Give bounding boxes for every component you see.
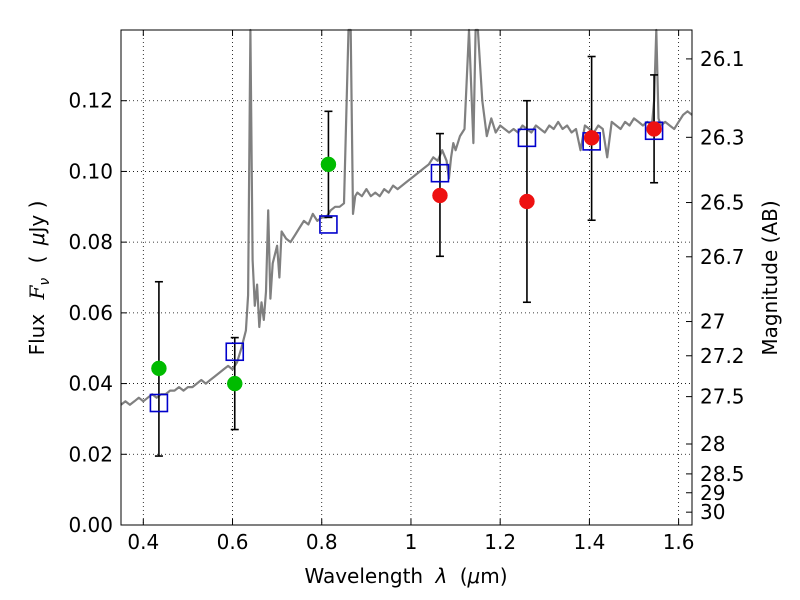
y-tick-label: 0.10: [68, 159, 113, 183]
model-square-marker: [430, 163, 450, 183]
spectrum-line: [120, 28, 693, 406]
model-square-marker: [225, 342, 245, 362]
y-axis-label-text: Flux: [25, 314, 49, 356]
photometry-circle-marker: [646, 121, 662, 137]
spectrum-layer: [120, 28, 693, 406]
y-tick-label: 0.08: [68, 230, 113, 254]
y2-tick-label: 28.5: [700, 462, 745, 486]
y-axis-label: Flux Fν ( μJy ): [25, 201, 54, 356]
y2-tick-label: 28: [700, 432, 725, 456]
x-tick-label: 1.2: [484, 530, 516, 554]
plot-frame: [120, 29, 693, 526]
y2-tick-label: 29: [700, 481, 725, 505]
model-square-marker: [517, 128, 537, 148]
x-axis-label-unit-open: (: [460, 564, 468, 588]
x-tick-label: 0.8: [306, 530, 338, 554]
grid-layer: [121, 30, 692, 525]
tick-layer: 0.4 0.6 0.8 1 1.2 1.4 1.6 0.00 0.02 0.04 0.06 0.08 0…: [68, 30, 745, 554]
x-tick-label: 0.4: [127, 530, 159, 554]
x-axis-label: Wavelength λ (μm): [304, 564, 507, 588]
x-axis-label-text: Wavelength: [304, 564, 423, 588]
y-tick-label: 0.06: [68, 301, 113, 325]
model-square-marker: [149, 393, 169, 413]
model-square-marker: [319, 215, 338, 234]
y-tick-label: 0.04: [68, 372, 113, 396]
photometry-circle-marker: [320, 156, 337, 173]
x-tick-label: 1: [405, 530, 418, 554]
y2-tick-label: 26.1: [700, 47, 745, 71]
y2-tick-label: 27: [700, 310, 725, 334]
y2-tick-label: 26.5: [700, 191, 745, 215]
y-tick-label: 0.12: [68, 89, 113, 113]
x-tick-label: 1.6: [663, 530, 695, 554]
x-axis-label-unit-rest: m): [480, 564, 507, 588]
y2-tick-label: 26.7: [700, 245, 745, 269]
y2-tick-label: 27.2: [700, 344, 745, 368]
x-axis-label-symbol: λ: [434, 564, 447, 588]
y-axis-label-symbol-sub: ν: [37, 278, 53, 286]
x-tick-label: 0.6: [217, 530, 249, 554]
photometry-circle-marker: [227, 375, 243, 392]
y-tick-label: 0.02: [68, 442, 113, 466]
y-axis-label-unit-open: (: [25, 256, 49, 264]
y-axis-label-unit-rest: Jy ): [25, 201, 49, 235]
photometry-circle-marker: [432, 187, 448, 204]
marker-layer: [149, 121, 664, 413]
photometry-circle-marker: [519, 193, 535, 210]
y2-tick-label: 26.3: [700, 125, 745, 149]
y2-tick-label: 30: [700, 500, 725, 524]
y-axis-label-symbol: F: [25, 284, 49, 300]
y-tick-label: 0.00: [68, 513, 113, 537]
photometry-circle-marker: [151, 360, 167, 377]
y-axis-label-unit-mu: μ: [25, 232, 49, 246]
photometry-circle-marker: [583, 130, 600, 146]
x-axis-label-unit-mu: μ: [467, 564, 481, 588]
y2-axis-label: Magnitude (AB): [758, 200, 782, 355]
y2-tick-label: 27.5: [700, 385, 745, 409]
x-tick-label: 1.4: [573, 530, 605, 554]
